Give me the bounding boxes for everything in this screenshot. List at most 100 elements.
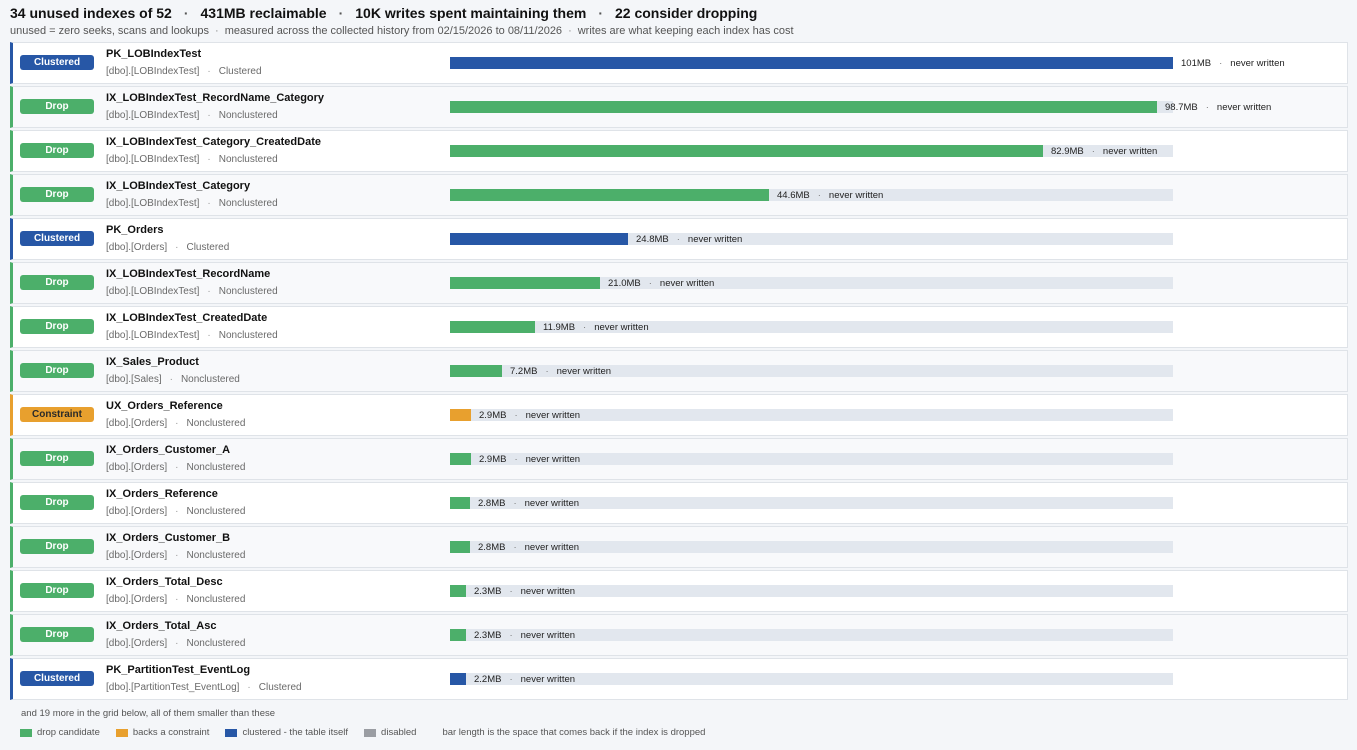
drop-badge[interactable]: Drop [20,99,94,114]
separator-dot: · [1219,58,1223,69]
drop-badge[interactable]: Drop [20,451,94,466]
separator-dot: · [175,638,179,649]
writes-value: never written [520,674,576,685]
separator-dot: · [545,366,549,377]
size-value: 21.0MB [608,278,641,289]
size-label: 2.9MB · never written [479,410,580,421]
legend: drop candidate backs a constraint cluste… [20,727,705,738]
drop-badge[interactable]: Drop [20,363,94,378]
write-cost: 10K writes spent maintaining them [355,5,587,21]
index-row[interactable]: Drop IX_Orders_Customer_B [dbo].[Orders] · N… [10,526,1348,568]
constraint-badge[interactable]: Constraint [20,407,94,422]
size-bar-track [450,233,1173,245]
table-name: [dbo].[LOBIndexTest] [106,330,200,341]
writes-value: never written [520,586,576,597]
clustered-badge[interactable]: Clustered [20,55,94,70]
size-bar-track [450,497,1173,509]
size-label: 2.9MB · never written [479,454,580,465]
index-type: Nonclustered [218,330,278,341]
index-meta: [dbo].[Orders] · Nonclustered [106,506,245,517]
separator-dot: · [509,630,513,641]
index-row[interactable]: Drop IX_Orders_Reference [dbo].[Orders] · No… [10,482,1348,524]
legend-disabled-swatch [364,728,377,737]
writes-value: never written [1216,102,1272,113]
table-name: [dbo].[LOBIndexTest] [106,66,200,77]
size-bar-fill [450,497,470,509]
drop-badge[interactable]: Drop [20,275,94,290]
index-row[interactable]: Drop IX_Sales_Product [dbo].[Sales] · Nonclu… [10,350,1348,392]
unused-count: 34 unused indexes of 52 [10,5,172,21]
table-name: [dbo].[Sales] [106,374,162,385]
drop-badge[interactable]: Drop [20,143,94,158]
drop-badge[interactable]: Drop [20,319,94,334]
index-name: IX_Orders_Total_Asc [106,620,217,632]
separator-dot: · [183,5,189,21]
index-meta: [dbo].[LOBIndexTest] · Nonclustered [106,154,278,165]
separator-dot: · [207,330,211,341]
drop-badge[interactable]: Drop [20,187,94,202]
unused-definition: unused = zero seeks, scans and lookups [10,25,210,37]
size-label: 2.8MB · never written [478,498,579,509]
separator-dot: · [175,594,179,605]
index-name: PK_Orders [106,224,164,236]
writes-value: never written [659,278,715,289]
size-bar-fill [450,585,466,597]
separator-dot: · [175,506,179,517]
index-row[interactable]: Drop IX_LOBIndexTest_RecordName [dbo].[LOB… [10,262,1348,304]
size-bar-fill [450,145,1043,157]
size-value: 7.2MB [510,366,538,377]
separator-dot: · [648,278,652,289]
index-meta: [dbo].[LOBIndexTest] · Nonclustered [106,330,278,341]
index-row[interactable]: Drop IX_LOBIndexTest_RecordName_Category [… [10,86,1348,128]
table-name: [dbo].[Orders] [106,506,168,517]
index-type: Nonclustered [218,110,278,121]
writes-value: never written [687,234,743,245]
size-bar-track [450,585,1173,597]
index-row[interactable]: Clustered PK_Orders [dbo].[Orders] · Cluster… [10,218,1348,260]
clustered-badge[interactable]: Clustered [20,671,94,686]
index-meta: [dbo].[LOBIndexTest] · Clustered [106,66,262,77]
index-name: IX_LOBIndexTest_CreatedDate [106,312,268,324]
index-row[interactable]: Drop IX_LOBIndexTest_CreatedDate [dbo].[LO… [10,306,1348,348]
size-value: 24.8MB [636,234,669,245]
index-row[interactable]: Clustered PK_LOBIndexTest [dbo].[LOBIndexT… [10,42,1348,84]
size-bar-fill [450,453,471,465]
drop-badge[interactable]: Drop [20,495,94,510]
drop-badge[interactable]: Drop [20,627,94,642]
separator-dot: · [509,586,513,597]
index-row[interactable]: Drop IX_LOBIndexTest_Category_CreatedDate… [10,130,1348,172]
legend-constraint-swatch [115,728,128,737]
table-name: [dbo].[Orders] [106,594,168,605]
size-label: 2.3MB · never written [474,630,575,641]
size-bar-fill [450,321,535,333]
size-value: 2.3MB [474,630,502,641]
index-type: Nonclustered [186,550,246,561]
writes-value: never written [1102,146,1158,157]
legend-clustered-label: clustered - the table itself [242,727,349,738]
writes-value: never written [524,498,580,509]
drop-badge[interactable]: Drop [20,583,94,598]
drop-badge[interactable]: Drop [20,539,94,554]
index-name: IX_Orders_Reference [106,488,218,500]
index-name: PK_PartitionTest_EventLog [106,664,251,676]
size-label: 2.3MB · never written [474,586,575,597]
size-bar-track [450,541,1173,553]
index-meta: [dbo].[Orders] · Nonclustered [106,550,245,561]
index-row[interactable]: Drop IX_Orders_Customer_A [dbo].[Orders] · N… [10,438,1348,480]
index-row[interactable]: Clustered PK_PartitionTest_EventLog [dbo].… [10,658,1348,700]
index-meta: [dbo].[Orders] · Nonclustered [106,418,245,429]
index-row[interactable]: Drop IX_LOBIndexTest_Category [dbo].[LOBIn… [10,174,1348,216]
size-value: 2.8MB [478,498,506,509]
table-name: [dbo].[LOBIndexTest] [106,154,200,165]
index-type: Clustered [186,242,230,253]
index-meta: [dbo].[Orders] · Clustered [106,242,229,253]
writes-value: never written [525,454,581,465]
index-row[interactable]: Drop IX_Orders_Total_Desc [dbo].[Orders] · N… [10,570,1348,612]
separator-dot: · [568,25,572,37]
legend-constraint: backs a constraint [115,727,209,738]
index-name: IX_Orders_Customer_A [106,444,231,456]
clustered-badge[interactable]: Clustered [20,231,94,246]
index-row[interactable]: Drop IX_Orders_Total_Asc [dbo].[Orders] · No… [10,614,1348,656]
index-row[interactable]: Constraint UX_Orders_Reference [dbo].[Orde… [10,394,1348,436]
size-label: 7.2MB · never written [510,366,611,377]
